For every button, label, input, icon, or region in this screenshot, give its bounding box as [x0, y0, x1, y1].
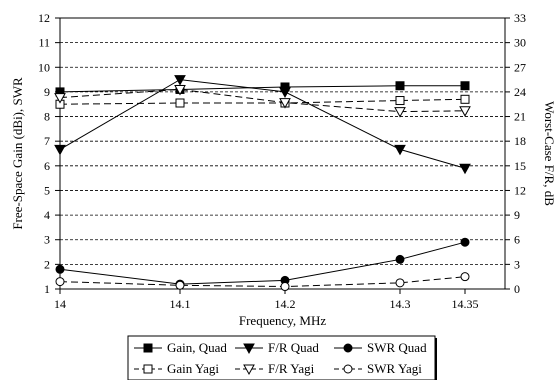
x-tick-label: 14.1 [170, 297, 191, 311]
data-point [395, 96, 405, 106]
left-tick-label: 6 [44, 159, 50, 173]
right-tick-label: 21 [514, 110, 526, 124]
right-axis-ticks: 0 3 6 9 12 15 18 21 24 27 30 33 [505, 11, 526, 296]
data-point [395, 278, 405, 288]
legend-label: SWR Yagi [367, 361, 422, 376]
right-tick-label: 3 [514, 257, 520, 271]
x-axis-title: Frequency, MHz [239, 313, 326, 328]
legend-item: Gain Yagi [134, 361, 219, 376]
data-point [459, 163, 471, 175]
series-swr-yagi [55, 272, 470, 292]
legend-label: SWR Quad [367, 340, 427, 355]
data-point [460, 237, 470, 247]
y-axis-title: Free-Space Gain (dBi), SWR [10, 77, 25, 230]
data-point [174, 84, 186, 96]
data-point [394, 144, 406, 156]
legend-item: F/R Quad [235, 340, 319, 355]
right-tick-label: 27 [514, 60, 526, 74]
data-point [55, 277, 65, 287]
left-tick-label: 10 [38, 60, 50, 74]
left-tick-label: 12 [38, 11, 50, 25]
right-tick-label: 0 [514, 282, 520, 296]
left-tick-label: 7 [44, 134, 50, 148]
right-tick-label: 12 [514, 183, 526, 197]
data-point [174, 75, 186, 86]
y2-axis-title: Worst-Case F/R, dB [542, 101, 555, 206]
left-tick-label: 5 [44, 183, 50, 197]
data-point [54, 93, 66, 104]
x-tick-label: 14.3 [390, 297, 411, 311]
series-swr-quad [55, 237, 470, 289]
legend-label: Gain, Quad [167, 340, 227, 355]
series-layer [54, 75, 471, 292]
data-point [279, 98, 291, 109]
right-tick-label: 33 [514, 11, 526, 25]
left-tick-label: 8 [44, 110, 50, 124]
left-tick-label: 1 [44, 282, 50, 296]
right-tick-label: 18 [514, 134, 526, 148]
legend-swatch-marker [143, 343, 153, 353]
data-point [395, 81, 405, 91]
data-point [280, 282, 290, 292]
left-tick-label: 4 [44, 208, 50, 222]
legend-swatch-marker [143, 364, 153, 374]
right-tick-label: 24 [514, 85, 526, 99]
x-tick-label: 14.35 [452, 297, 479, 311]
plot-area [59, 17, 506, 290]
data-point [55, 264, 65, 274]
data-point [394, 107, 406, 118]
x-tick-label: 14 [54, 297, 66, 311]
left-tick-label: 11 [38, 36, 50, 50]
left-tick-label: 9 [44, 85, 50, 99]
data-point [460, 94, 470, 104]
legend-swatch-marker [243, 343, 255, 355]
x-axis-ticks: 14 14.1 14.2 14.3 14.35 [54, 289, 479, 311]
legend-item: SWR Yagi [334, 361, 422, 376]
data-point [54, 144, 66, 156]
left-tick-label: 3 [44, 233, 50, 247]
data-point [395, 254, 405, 264]
legend-label: F/R Yagi [268, 361, 315, 376]
right-tick-label: 30 [514, 36, 526, 50]
right-tick-label: 15 [514, 159, 526, 173]
legend-swatch-marker [343, 343, 353, 353]
legend-swatch-marker [243, 364, 255, 376]
grid-lines [60, 42, 505, 265]
series-gain-yagi [55, 94, 470, 109]
legend-label: Gain Yagi [167, 361, 219, 376]
legend-label: F/R Quad [268, 340, 319, 355]
right-tick-label: 6 [514, 233, 520, 247]
right-tick-label: 9 [514, 208, 520, 222]
x-tick-label: 14.2 [275, 297, 296, 311]
data-point [279, 87, 291, 98]
legend: Gain, Quad F/R Quad SWR Quad Gain Yagi F/R Y… [127, 335, 437, 380]
series-line [59, 241, 466, 285]
data-point [175, 280, 185, 290]
series-f-r-yagi [54, 84, 471, 118]
series-line [59, 79, 466, 169]
data-point [460, 272, 470, 282]
left-tick-label: 2 [44, 257, 50, 271]
legend-box [127, 335, 436, 380]
legend-item: SWR Quad [334, 340, 427, 355]
legend-item: F/R Yagi [235, 361, 315, 376]
legend-item: Gain, Quad [134, 340, 227, 355]
legend-items: Gain, Quad F/R Quad SWR Quad Gain Yagi F/R Y… [134, 340, 427, 376]
data-point [459, 106, 471, 117]
data-point [460, 81, 470, 91]
series-f-r-quad [54, 75, 471, 175]
legend-swatch-marker [343, 364, 353, 374]
data-point [175, 98, 185, 108]
